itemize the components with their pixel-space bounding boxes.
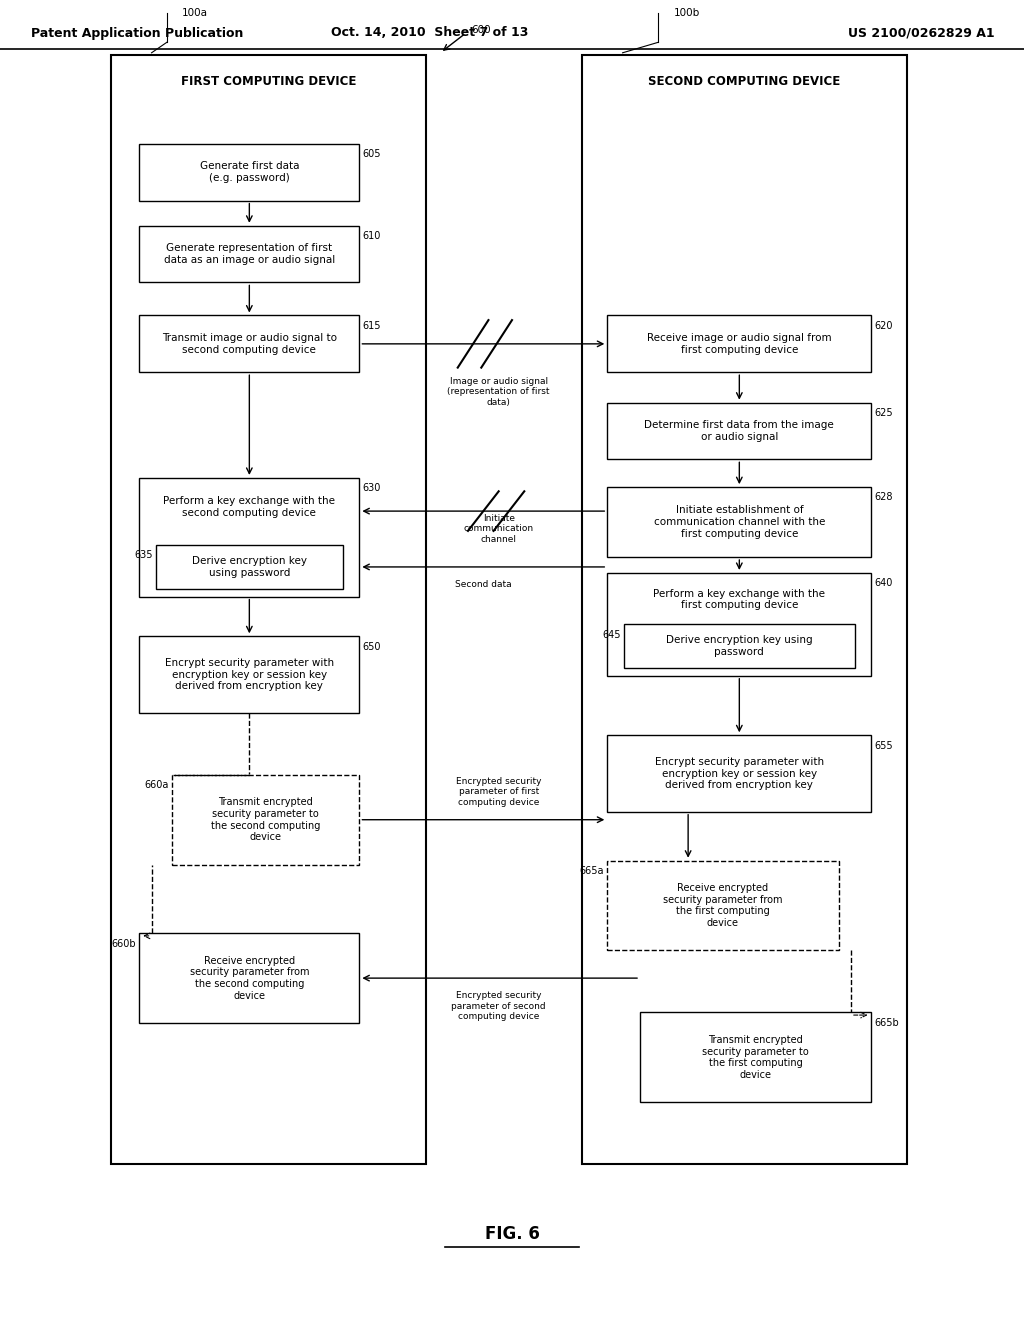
Text: Determine first data from the image
or audio signal: Determine first data from the image or a… [644, 420, 835, 442]
Text: Derive encryption key using
password: Derive encryption key using password [666, 635, 813, 657]
Text: Transmit encrypted
security parameter to
the second computing
device: Transmit encrypted security parameter to… [211, 797, 321, 842]
Text: FIG. 6: FIG. 6 [484, 1225, 540, 1243]
FancyBboxPatch shape [139, 144, 359, 201]
Text: Perform a key exchange with the
second computing device: Perform a key exchange with the second c… [164, 496, 335, 517]
FancyBboxPatch shape [607, 315, 871, 372]
Text: 615: 615 [362, 321, 381, 331]
Text: 640: 640 [874, 578, 893, 589]
Text: 650: 650 [362, 642, 381, 652]
FancyBboxPatch shape [607, 861, 839, 950]
Text: 635: 635 [134, 550, 153, 561]
FancyBboxPatch shape [640, 1012, 871, 1102]
FancyBboxPatch shape [172, 775, 359, 865]
Text: Encrypted security
parameter of second
computing device: Encrypted security parameter of second c… [452, 991, 546, 1022]
Text: 610: 610 [362, 231, 381, 242]
FancyBboxPatch shape [582, 55, 907, 1164]
Text: 655: 655 [874, 741, 893, 751]
Text: Perform a key exchange with the
first computing device: Perform a key exchange with the first co… [653, 589, 825, 610]
Text: 600: 600 [471, 25, 490, 36]
Text: Transmit image or audio signal to
second computing device: Transmit image or audio signal to second… [162, 333, 337, 355]
FancyBboxPatch shape [139, 226, 359, 282]
FancyBboxPatch shape [111, 55, 426, 1164]
Text: Receive encrypted
security parameter from
the second computing
device: Receive encrypted security parameter fro… [189, 956, 309, 1001]
Text: Derive encryption key
using password: Derive encryption key using password [191, 556, 307, 578]
Text: 665a: 665a [580, 866, 604, 876]
Text: Generate first data
(e.g. password): Generate first data (e.g. password) [200, 161, 299, 183]
Text: US 2100/0262829 A1: US 2100/0262829 A1 [848, 26, 995, 40]
FancyBboxPatch shape [607, 573, 871, 676]
Text: 630: 630 [362, 483, 381, 494]
Text: Second data: Second data [455, 581, 512, 589]
Text: Oct. 14, 2010  Sheet 7 of 13: Oct. 14, 2010 Sheet 7 of 13 [332, 26, 528, 40]
Text: Patent Application Publication: Patent Application Publication [31, 26, 243, 40]
Text: Image or audio signal
(representation of first
data): Image or audio signal (representation of… [447, 378, 550, 407]
Text: 660a: 660a [144, 780, 169, 791]
FancyBboxPatch shape [139, 933, 359, 1023]
Text: 100b: 100b [674, 8, 700, 18]
FancyBboxPatch shape [139, 315, 359, 372]
FancyBboxPatch shape [139, 636, 359, 713]
Text: Receive encrypted
security parameter from
the first computing
device: Receive encrypted security parameter fro… [664, 883, 782, 928]
FancyBboxPatch shape [139, 478, 359, 597]
FancyBboxPatch shape [607, 487, 871, 557]
Text: 605: 605 [362, 149, 381, 160]
Text: Initiate
communication
channel: Initiate communication channel [464, 513, 534, 544]
Text: 625: 625 [874, 408, 893, 418]
Text: Encrypt security parameter with
encryption key or session key
derived from encry: Encrypt security parameter with encrypti… [654, 756, 824, 791]
Text: SECOND COMPUTING DEVICE: SECOND COMPUTING DEVICE [648, 75, 841, 88]
Text: 645: 645 [602, 630, 621, 640]
Text: 620: 620 [874, 321, 893, 331]
Text: Generate representation of first
data as an image or audio signal: Generate representation of first data as… [164, 243, 335, 265]
Text: Encrypt security parameter with
encryption key or session key
derived from encry: Encrypt security parameter with encrypti… [165, 657, 334, 692]
FancyBboxPatch shape [607, 735, 871, 812]
Text: 665b: 665b [874, 1018, 899, 1028]
FancyBboxPatch shape [624, 624, 855, 668]
Text: Initiate establishment of
communication channel with the
first computing device: Initiate establishment of communication … [653, 506, 825, 539]
Text: Receive image or audio signal from
first computing device: Receive image or audio signal from first… [647, 333, 831, 355]
FancyBboxPatch shape [156, 545, 343, 589]
Text: 628: 628 [874, 492, 893, 503]
Text: FIRST COMPUTING DEVICE: FIRST COMPUTING DEVICE [180, 75, 356, 88]
FancyBboxPatch shape [607, 403, 871, 459]
Text: 660b: 660b [112, 939, 136, 949]
Text: 100a: 100a [182, 8, 208, 18]
Text: Encrypted security
parameter of first
computing device: Encrypted security parameter of first co… [456, 776, 542, 807]
Text: Transmit encrypted
security parameter to
the first computing
device: Transmit encrypted security parameter to… [702, 1035, 809, 1080]
